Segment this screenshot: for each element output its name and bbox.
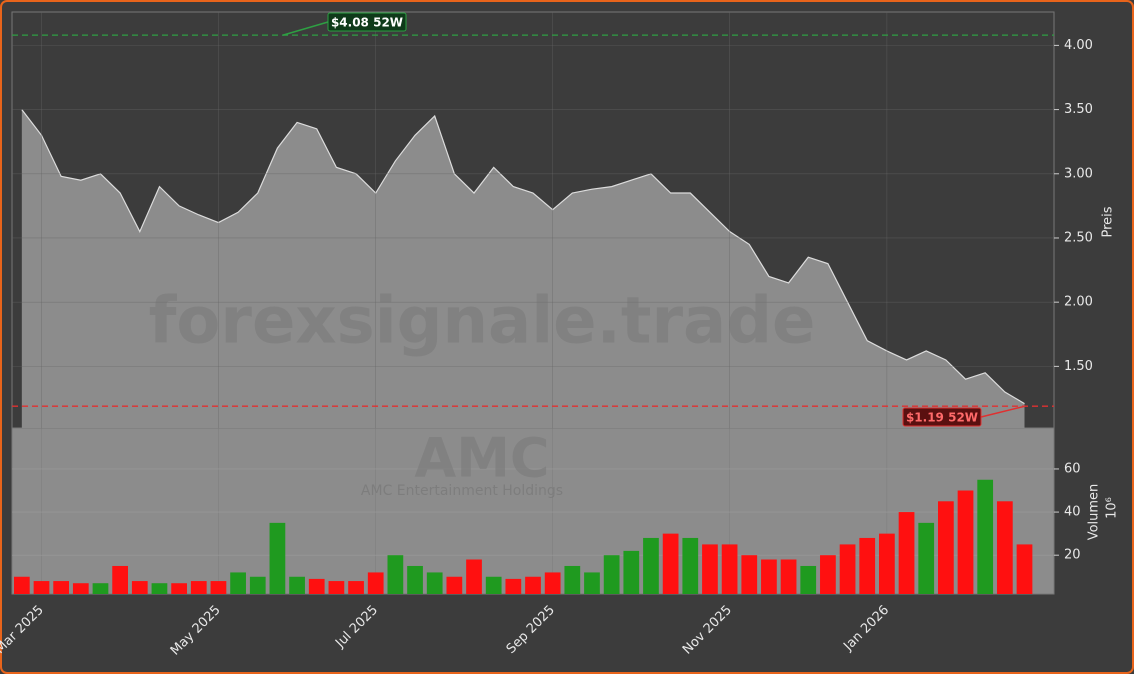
volume-bar (623, 550, 640, 594)
volume-bar (800, 565, 817, 594)
volume-bar (544, 572, 561, 594)
volume-bar (289, 576, 305, 594)
volume-bar (957, 490, 974, 594)
volume-bar (820, 555, 836, 594)
volume-bar (328, 581, 345, 594)
volume-bar (269, 522, 286, 594)
y-axis-label: Volumen (1087, 484, 1102, 541)
volume-bar (564, 565, 581, 594)
volume-bar (407, 565, 423, 594)
watermark-title: AMC (414, 427, 549, 490)
y-tick-label: 20 (1064, 548, 1081, 563)
annotation-label: $1.19 52W (906, 411, 978, 425)
watermark-subtitle: AMC Entertainment Holdings (361, 483, 563, 499)
y-tick-label: 2.00 (1064, 295, 1093, 310)
volume-bar (210, 581, 227, 594)
volume-bar (33, 581, 50, 594)
volume-bar (584, 572, 600, 594)
y-tick-label: 3.00 (1064, 166, 1093, 181)
y-tick-label: 3.50 (1064, 102, 1093, 117)
volume-bar (879, 533, 895, 594)
volume-bar (131, 581, 148, 594)
volume-bar (682, 537, 699, 594)
arrow (282, 21, 329, 36)
y-tick-label: 4.00 (1064, 38, 1093, 53)
volume-bar (367, 572, 384, 594)
arrow (980, 405, 1026, 418)
volume-bar (308, 578, 325, 594)
volume-bar (741, 555, 758, 594)
watermark: forexsignale.trade (149, 285, 816, 359)
volume-bar (151, 583, 168, 594)
y-axis-label: Preis (1101, 206, 1116, 237)
volume-bar (702, 544, 718, 594)
volume-bar (918, 522, 935, 594)
y-tick-label: 1.50 (1064, 359, 1093, 374)
price-line (21, 109, 1025, 405)
y-tick-label: 60 (1064, 461, 1081, 476)
volume-bar (190, 581, 207, 594)
price-area (21, 109, 1025, 428)
volume-bar (348, 581, 364, 594)
volume-bar (53, 581, 70, 594)
volume-bar (839, 544, 856, 594)
volume-bar (643, 537, 659, 594)
volume-bar (230, 572, 246, 594)
y-tick-label: 40 (1064, 505, 1081, 520)
volume-bar (13, 576, 30, 594)
volume-bar (446, 576, 463, 594)
volume-bar (249, 576, 266, 594)
volume-bar (387, 555, 404, 594)
volume-bar (505, 578, 522, 594)
volume-bar (662, 533, 679, 594)
y-axis-unit: 10⁶ (1105, 497, 1120, 519)
annotation-label: $4.08 52W (331, 16, 403, 30)
volume-bar (780, 559, 797, 594)
volume-bar (721, 544, 738, 594)
volume-bar (525, 576, 541, 594)
volume-bar (996, 501, 1013, 594)
y-tick-label: 2.50 (1064, 230, 1093, 245)
volume-bar (977, 479, 994, 594)
volume-bar (112, 565, 128, 594)
volume-bar (72, 583, 89, 594)
volume-bar (171, 583, 187, 594)
volume-bar (898, 512, 915, 594)
volume-bar (859, 537, 876, 594)
volume-bar (938, 501, 954, 594)
annotation-box (902, 407, 982, 427)
volume-bar (485, 576, 502, 594)
volume-bar (466, 559, 482, 594)
volume-bar (92, 583, 109, 594)
annotation-box (327, 12, 407, 32)
volume-bar (1016, 544, 1033, 594)
volume-bar (426, 572, 443, 594)
volume-bar (761, 559, 777, 594)
volume-bar (603, 555, 620, 594)
